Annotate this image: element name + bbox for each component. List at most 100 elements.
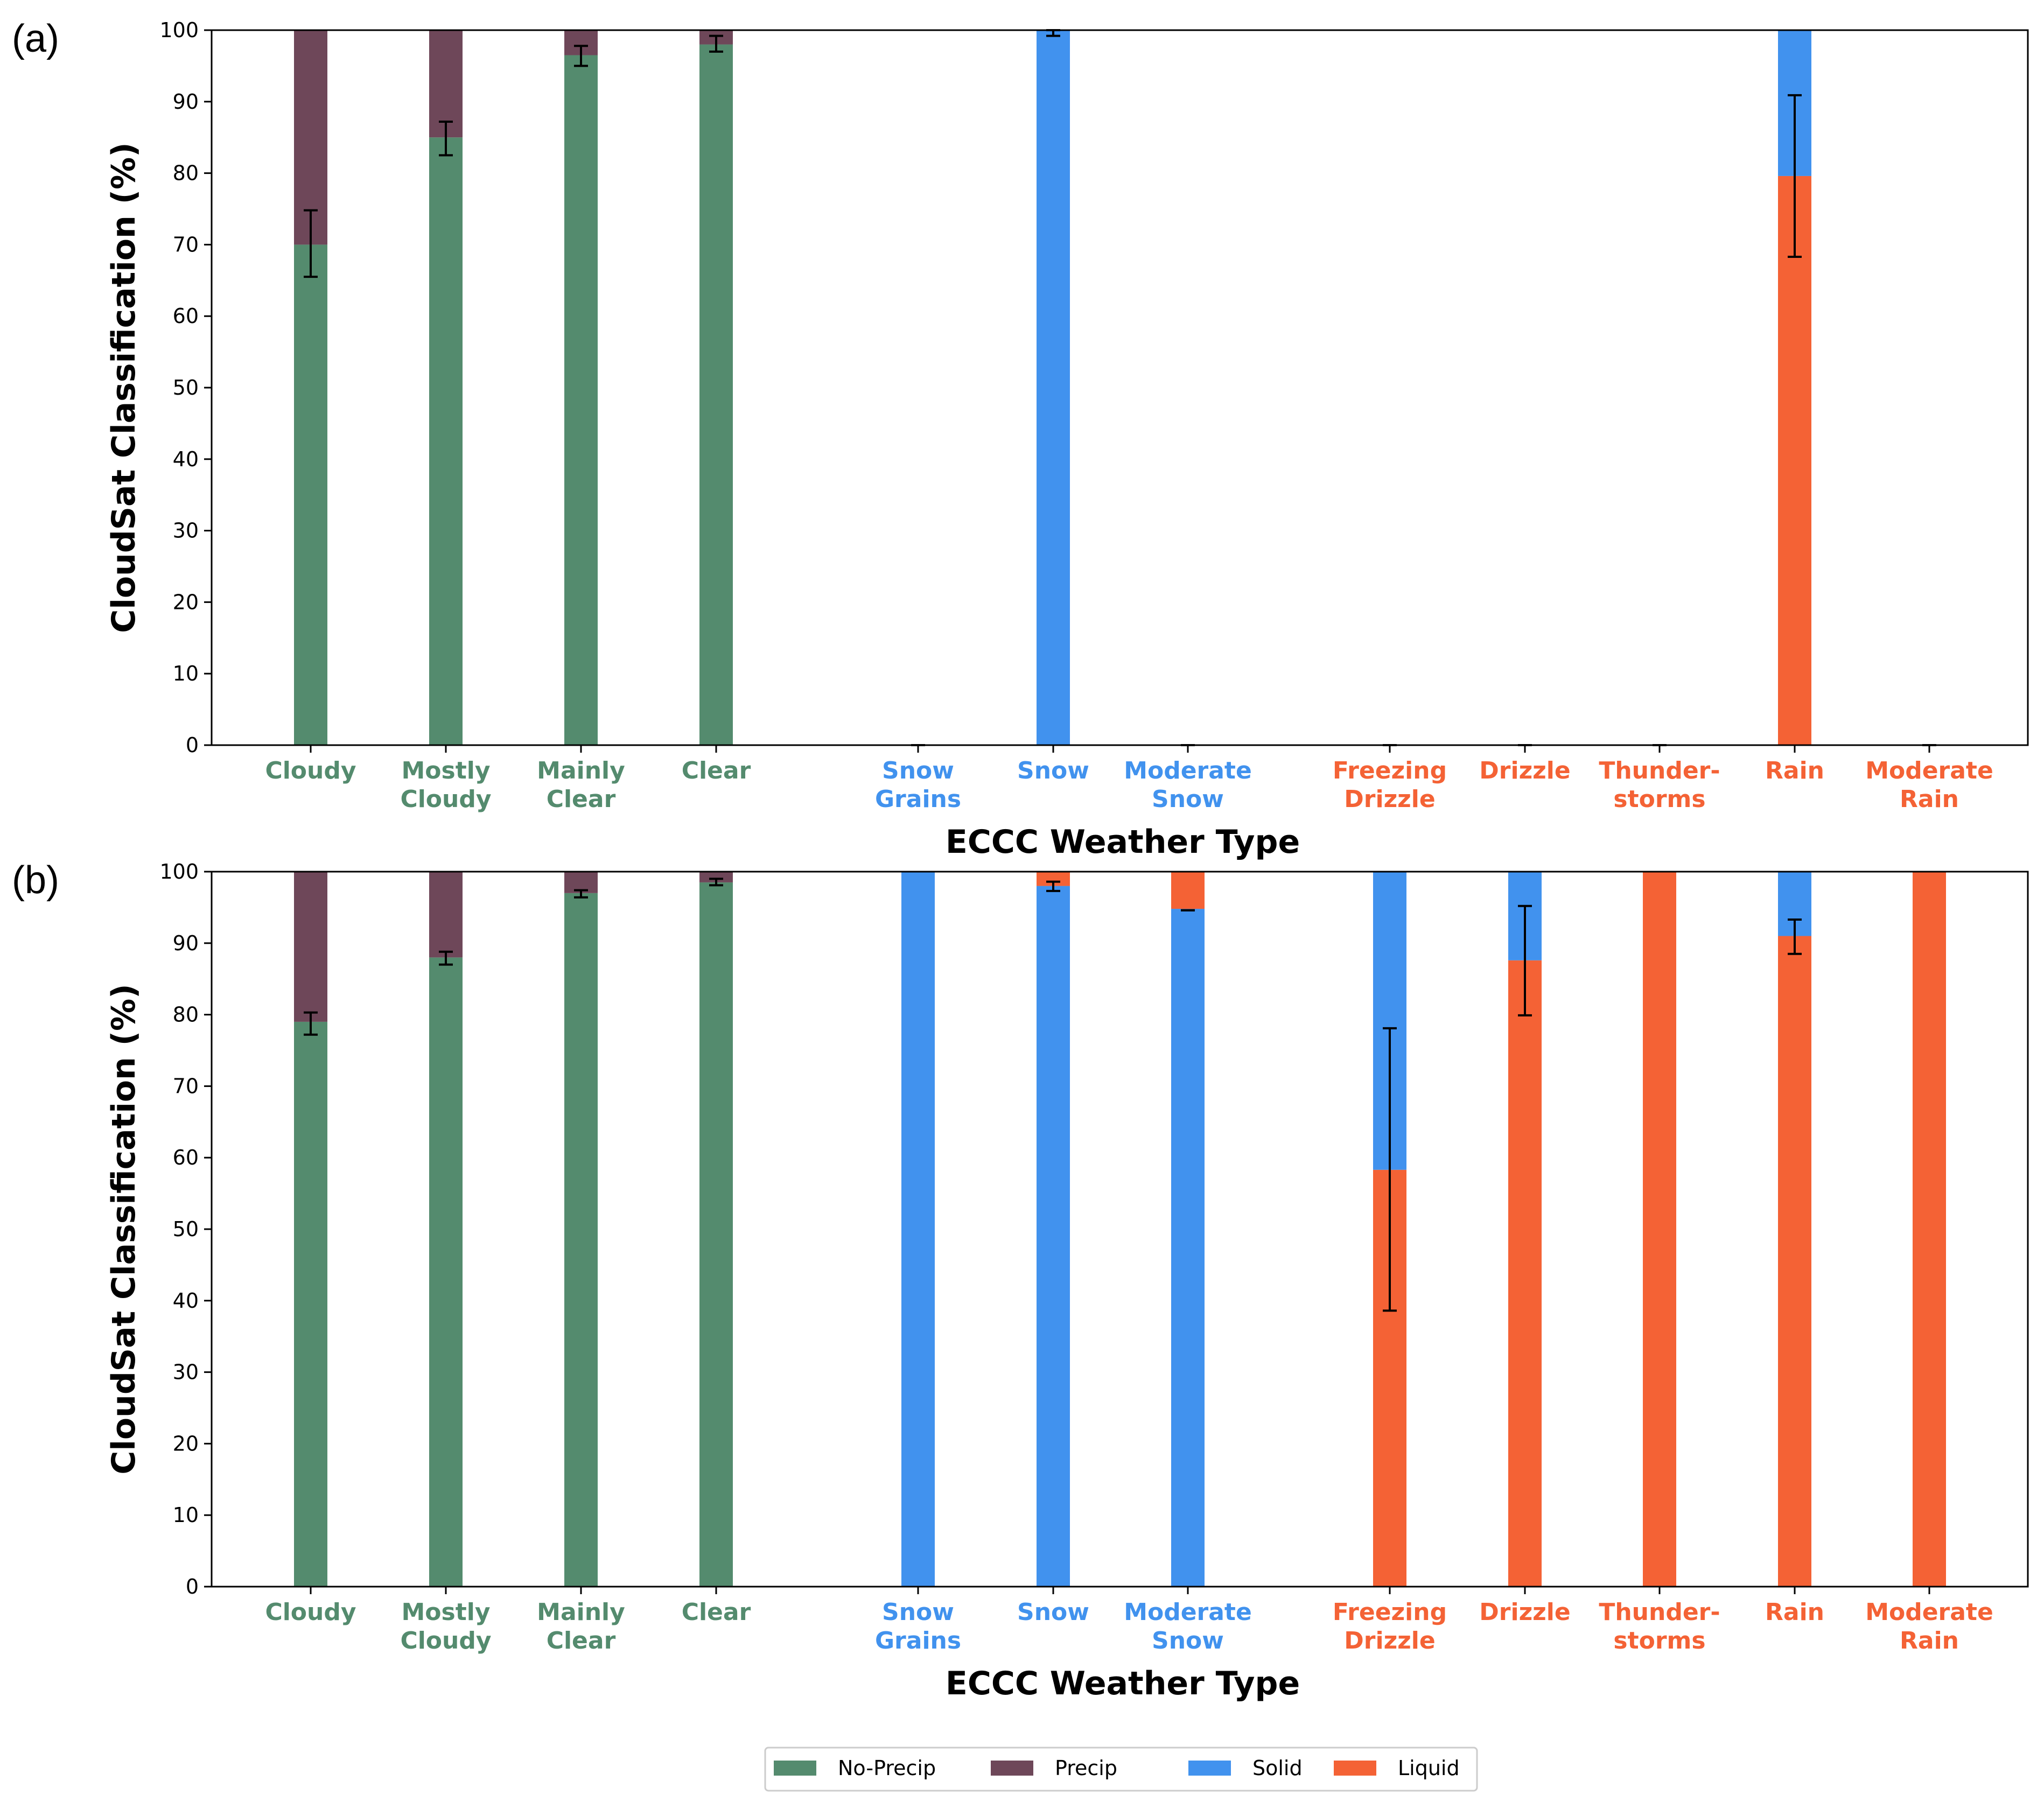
bar-liquid-6 (1171, 872, 1205, 909)
category-label: Mainly (537, 757, 625, 784)
error-bar-3 (709, 34, 723, 53)
x-axis-title: ECCC Weather Type (946, 1665, 1300, 1702)
y-tick-label: 90 (173, 931, 199, 955)
error-bar-1 (439, 950, 453, 966)
bar-solid-5 (1037, 30, 1070, 745)
bar-no-precip-2 (564, 55, 598, 746)
y-tick-label: 50 (173, 1217, 199, 1241)
y-tick-label: 80 (173, 1003, 199, 1027)
y-tick-label: 20 (173, 1432, 199, 1455)
category-label: Clear (547, 786, 616, 813)
legend-swatch-solid (1188, 1761, 1231, 1776)
bar-precip-3 (699, 872, 733, 882)
category-label: Clear (682, 1598, 751, 1626)
category-label: Cloudy (265, 1598, 356, 1626)
category-label: Drizzle (1344, 786, 1435, 813)
legend: No-Precip Precip Solid Liquid (764, 1747, 1478, 1792)
x-axis-title: ECCC Weather Type (946, 823, 1300, 861)
category-label: Thunder- (1599, 1598, 1720, 1626)
category-label: Mostly (402, 757, 491, 784)
bar-liquid-10 (1778, 176, 1811, 745)
category-label: Rain (1900, 786, 1959, 813)
legend-swatch-liquid (1334, 1761, 1376, 1776)
y-tick-label: 100 (159, 18, 199, 42)
panel-label: (a) (12, 17, 59, 60)
error-bar-0 (304, 1011, 318, 1036)
legend-label-solid: Solid (1252, 1756, 1303, 1780)
y-tick-label: 80 (173, 162, 199, 185)
y-tick-label: 50 (173, 376, 199, 399)
category-label: Mainly (537, 1598, 625, 1626)
category-label: Snow (1152, 786, 1224, 813)
error-bar-1 (439, 120, 453, 157)
category-label: Grains (875, 786, 961, 813)
category-label: Clear (682, 757, 751, 784)
y-tick-label: 100 (159, 860, 199, 884)
error-bar-7 (1383, 1027, 1397, 1312)
bar-precip-1 (429, 30, 463, 138)
bar-solid-5 (1037, 886, 1070, 1587)
legend-swatch-precip (991, 1761, 1033, 1776)
bar-solid-6 (1171, 909, 1205, 1587)
category-label: Mostly (402, 1598, 491, 1626)
legend-label-liquid: Liquid (1398, 1756, 1460, 1780)
error-bar-5 (1046, 29, 1060, 37)
bar-no-precip-0 (294, 1021, 327, 1587)
y-tick-label: 60 (173, 1146, 199, 1169)
y-tick-label: 70 (173, 1074, 199, 1098)
bar-solid-4 (901, 872, 935, 1587)
y-tick-label: 30 (173, 519, 199, 543)
category-label: Snow (1017, 1598, 1089, 1626)
error-bar-8 (1518, 904, 1532, 1016)
category-label: Drizzle (1479, 757, 1570, 784)
category-label: Snow (1152, 1627, 1224, 1654)
y-tick-label: 30 (173, 1361, 199, 1384)
category-label: Drizzle (1479, 1598, 1570, 1626)
category-label: Grains (875, 1627, 961, 1654)
bar-no-precip-1 (429, 957, 463, 1587)
error-bar-10 (1788, 94, 1802, 258)
bar-liquid-8 (1508, 960, 1542, 1587)
bar-liquid-9 (1643, 872, 1676, 1587)
y-tick-label: 40 (173, 1289, 199, 1313)
bar-precip-0 (294, 30, 327, 245)
category-label: Moderate (1124, 1598, 1252, 1626)
plot-frame (211, 29, 2029, 746)
y-tick-label: 10 (173, 1503, 199, 1527)
y-tick-label: 60 (173, 304, 199, 328)
bar-liquid-11 (1913, 872, 1946, 1587)
category-label: Moderate (1865, 757, 1993, 784)
bar-no-precip-1 (429, 137, 463, 746)
category-label: Freezing (1333, 757, 1447, 784)
legend-swatch-no-precip (774, 1761, 816, 1776)
category-label: Rain (1765, 1598, 1824, 1626)
category-label: Snow (1017, 757, 1089, 784)
category-label: Thunder- (1599, 757, 1720, 784)
bar-liquid-10 (1778, 936, 1811, 1587)
legend-box (764, 1747, 1478, 1792)
category-label: Moderate (1124, 757, 1252, 784)
category-label: Snow (882, 757, 954, 784)
y-axis-title: CloudSat Classification (%) (105, 142, 143, 633)
category-label: Clear (547, 1627, 616, 1654)
category-label: Cloudy (400, 786, 491, 813)
error-bar-0 (304, 209, 318, 278)
y-tick-label: 90 (173, 90, 199, 114)
legend-label-no-precip: No-Precip (838, 1756, 936, 1780)
y-axis-title: CloudSat Classification (%) (105, 984, 143, 1474)
category-label: Freezing (1333, 1598, 1447, 1626)
error-bar-5 (1046, 880, 1060, 892)
category-label: storms (1613, 1627, 1705, 1654)
category-label: Cloudy (400, 1627, 491, 1654)
bar-precip-0 (294, 872, 327, 1022)
bar-no-precip-3 (699, 44, 733, 745)
error-bar-2 (574, 45, 588, 67)
bar-no-precip-0 (294, 244, 327, 745)
y-tick-label: 10 (173, 662, 199, 685)
error-bar-2 (574, 889, 588, 899)
bar-precip-1 (429, 872, 463, 958)
y-tick-label: 20 (173, 590, 199, 614)
y-tick-label: 0 (186, 1575, 199, 1598)
